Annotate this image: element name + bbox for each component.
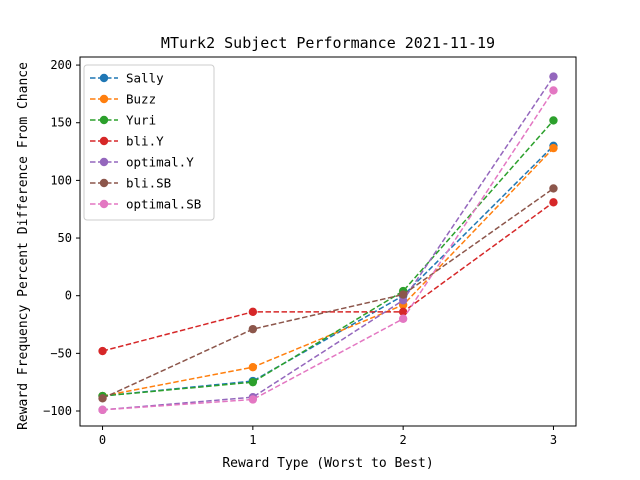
y-tick-label: 200 <box>50 58 72 72</box>
legend-marker <box>99 157 109 167</box>
y-tick-label: −100 <box>43 404 72 418</box>
legend-item: bli.Y <box>90 134 164 149</box>
series-line <box>102 187 554 400</box>
legend-item: bli.SB <box>90 176 171 191</box>
data-point <box>248 362 258 372</box>
y-tick-label: −50 <box>50 346 72 360</box>
data-point <box>549 184 558 193</box>
data-point <box>549 116 558 125</box>
legend-marker <box>99 73 109 83</box>
legend-marker <box>99 115 109 125</box>
legend-label: bli.SB <box>126 176 171 191</box>
legend-label: optimal.SB <box>126 197 201 212</box>
data-point <box>248 307 258 317</box>
x-tick-label: 2 <box>400 433 407 447</box>
y-tick-label: 0 <box>65 289 72 303</box>
data-point <box>549 72 558 81</box>
legend-item: Buzz <box>90 92 156 107</box>
data-point <box>98 405 107 415</box>
y-axis-label: Reward Frequency Percent Difference From… <box>16 62 31 430</box>
y-axis-ticks: −100 −50 0 50 100 150 200 <box>43 58 80 418</box>
x-axis-label: Reward Type (Worst to Best) <box>222 456 433 471</box>
y-tick-label: 50 <box>58 231 72 245</box>
legend-item: Yuri <box>90 113 156 128</box>
data-point <box>398 314 408 323</box>
chart-title: MTurk2 Subject Performance 2021-11-19 <box>161 34 495 52</box>
legend-marker <box>99 94 109 104</box>
data-point <box>549 198 558 207</box>
series-bli-sb <box>98 184 558 403</box>
x-tick-label: 3 <box>550 433 557 447</box>
series-layer <box>98 72 558 415</box>
legend-label: Buzz <box>126 92 156 107</box>
series-line <box>102 90 555 411</box>
axes-frame <box>79 56 577 427</box>
data-point <box>248 395 258 404</box>
plot-area <box>79 56 577 427</box>
data-point <box>398 296 408 305</box>
legend-label: bli.Y <box>126 134 164 149</box>
legend: Sally Buzz Yuri bli.Y optimal.Y bli.SB optimal… <box>83 64 215 221</box>
legend-item: optimal.Y <box>90 155 194 170</box>
y-tick-label: 100 <box>50 173 72 187</box>
series-bli-y <box>98 198 558 356</box>
y-tick-label: 150 <box>50 116 72 130</box>
legend-marker <box>99 178 109 188</box>
data-point <box>549 143 558 153</box>
legend-label: optimal.Y <box>126 155 194 170</box>
data-point <box>398 307 408 317</box>
x-tick-label: 0 <box>99 433 106 447</box>
data-point <box>248 377 258 387</box>
series-line <box>102 147 554 397</box>
legend-label: Yuri <box>126 113 156 128</box>
data-point <box>98 346 107 356</box>
legend-item: optimal.SB <box>90 197 201 212</box>
legend-box <box>83 64 215 221</box>
x-tick-label: 1 <box>249 433 256 447</box>
data-point <box>98 394 107 403</box>
legend-label: Sally <box>126 71 164 86</box>
x-axis-ticks: 0 1 2 3 <box>99 426 557 447</box>
legend-marker <box>99 199 109 209</box>
legend-marker <box>99 136 109 146</box>
data-point <box>398 290 408 299</box>
series-optimal-sb <box>98 86 558 415</box>
data-point <box>248 324 258 334</box>
data-point <box>549 86 558 95</box>
legend-item: Sally <box>90 71 164 86</box>
series-line <box>102 76 555 411</box>
